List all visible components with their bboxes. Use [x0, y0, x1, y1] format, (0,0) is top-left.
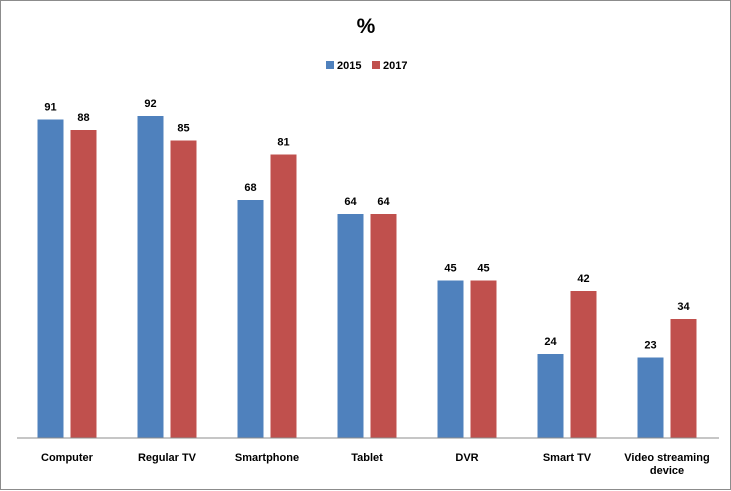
- data-label-2017-6: 34: [677, 301, 690, 313]
- x-tick-label-6: Video streaming device: [624, 452, 709, 477]
- data-label-2017-0: 88: [77, 112, 89, 124]
- x-tick-label-4: DVR: [455, 452, 478, 464]
- data-label-2015-5: 24: [544, 336, 557, 348]
- bars-group: [37, 116, 697, 438]
- data-label-2015-2: 68: [244, 182, 256, 194]
- x-tick-label-2: Smartphone: [235, 452, 299, 464]
- bar-2015-0: [37, 119, 64, 438]
- chart-title: %: [357, 15, 376, 38]
- x-tick-label-5: Smart TV: [543, 452, 592, 464]
- legend-swatch-2015: [326, 61, 334, 69]
- bar-2017-1: [170, 140, 197, 438]
- bar-2017-2: [270, 154, 297, 438]
- x-tick-label-1: Regular TV: [138, 452, 197, 464]
- x-tick-label-line: DVR: [455, 452, 478, 464]
- x-tick-label-line: Video streaming: [624, 452, 709, 464]
- bar-2017-4: [470, 280, 497, 438]
- data-label-2015-6: 23: [644, 340, 656, 352]
- data-labels-group: 91 88 92 85 68 81 64 64 45 45 24 42 23 34: [44, 98, 690, 352]
- data-label-2015-4: 45: [444, 263, 456, 275]
- legend-label-2017: 2017: [383, 60, 407, 72]
- legend: 2015 2017: [326, 60, 407, 72]
- x-tick-label-0: Computer: [41, 452, 94, 464]
- bar-2015-1: [137, 116, 164, 438]
- x-tick-label-line: Computer: [41, 452, 94, 464]
- x-tick-labels: Computer Regular TV Smartphone Tablet DVR Sma…: [41, 452, 710, 477]
- data-label-2015-1: 92: [144, 98, 156, 110]
- bar-2017-6: [670, 319, 697, 438]
- data-label-2017-2: 81: [277, 137, 289, 149]
- bar-2015-6: [637, 357, 664, 438]
- legend-label-2015: 2015: [337, 60, 361, 72]
- x-tick-label-line: Tablet: [351, 452, 383, 464]
- bar-2015-3: [337, 214, 364, 438]
- data-label-2017-5: 42: [577, 273, 589, 285]
- bar-2017-0: [70, 130, 97, 438]
- data-label-2015-3: 64: [344, 196, 357, 208]
- data-label-2017-1: 85: [177, 123, 189, 135]
- data-label-2015-0: 91: [44, 102, 56, 114]
- bar-2015-2: [237, 200, 264, 438]
- data-label-2017-4: 45: [477, 263, 489, 275]
- bar-2017-3: [370, 214, 397, 438]
- data-label-2017-3: 64: [377, 196, 390, 208]
- x-tick-label-line: Smart TV: [543, 452, 592, 464]
- x-tick-label-3: Tablet: [351, 452, 383, 464]
- x-tick-label-line: Smartphone: [235, 452, 299, 464]
- bar-2017-5: [570, 291, 597, 438]
- bar-2015-5: [537, 354, 564, 438]
- x-tick-label-line: device: [650, 465, 684, 477]
- bar-2015-4: [437, 280, 464, 438]
- x-tick-label-line: Regular TV: [138, 452, 197, 464]
- legend-swatch-2017: [372, 61, 380, 69]
